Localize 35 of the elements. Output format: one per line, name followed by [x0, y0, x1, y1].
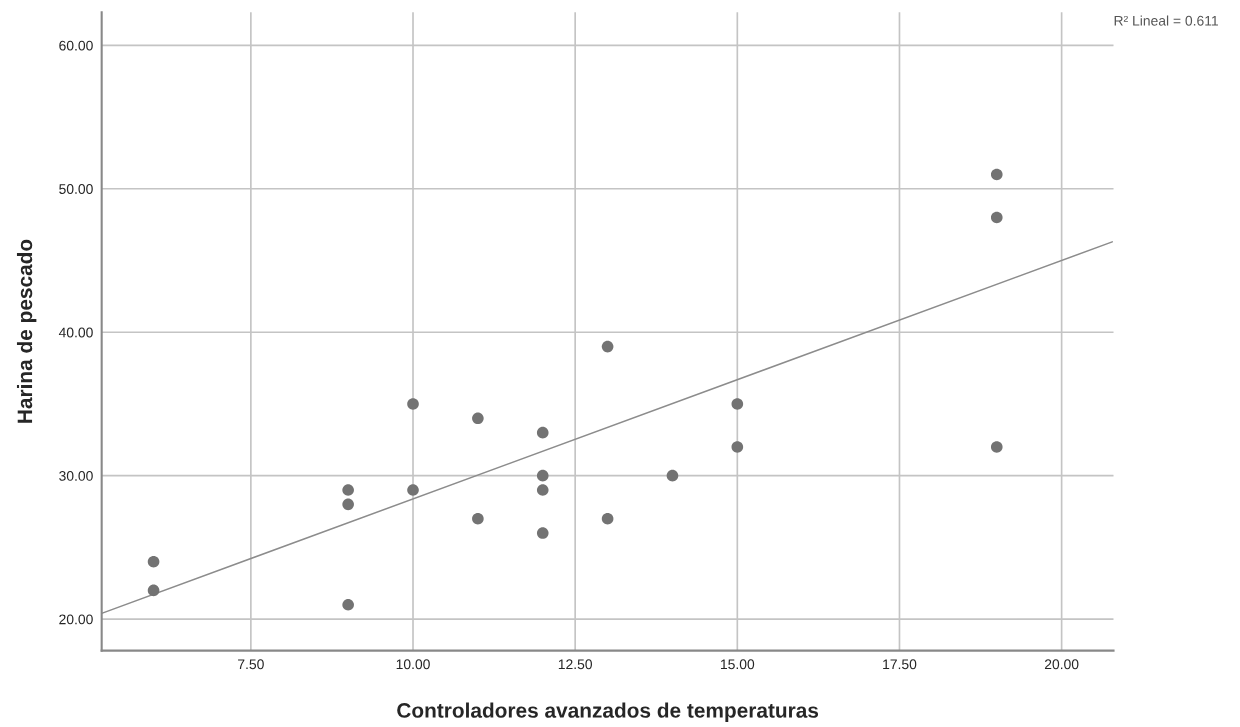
point [342, 598, 354, 611]
point [472, 512, 484, 525]
text: R² Lineal = 0.611 [1114, 15, 1218, 26]
x-tick-label: 20.00 [1044, 659, 1079, 670]
point [472, 412, 484, 425]
point [990, 441, 1003, 453]
point [342, 484, 354, 496]
point [536, 426, 549, 439]
point [731, 441, 744, 453]
y-tick-label: 20.00 [59, 614, 93, 625]
x-tick-label: 15.00 [721, 659, 755, 670]
y-tick-label: 60.00 [59, 40, 93, 51]
point [731, 398, 744, 410]
point [407, 484, 419, 496]
point [666, 469, 679, 482]
x-tick-label: 10.00 [396, 659, 430, 670]
point [342, 498, 354, 511]
x-axis-title: Controladores avanzados de temperaturas [397, 702, 819, 722]
y-axis-title: Harina de pescado [16, 239, 37, 423]
point [990, 168, 1003, 181]
point [536, 469, 549, 482]
x-tick-label: 12.50 [558, 659, 593, 670]
point [990, 211, 1003, 224]
point [147, 555, 160, 568]
point [601, 340, 614, 353]
point [536, 484, 549, 496]
x-tick-label: 7.50 [238, 659, 264, 670]
y-tick-label: 40.00 [58, 327, 93, 338]
x-tick-label: 17.50 [883, 659, 917, 670]
point [147, 584, 160, 597]
point [601, 512, 614, 525]
point [407, 398, 419, 410]
y-tick-label: 50.00 [59, 184, 93, 194]
y-tick-label: 30.00 [59, 471, 93, 481]
point [536, 527, 549, 539]
